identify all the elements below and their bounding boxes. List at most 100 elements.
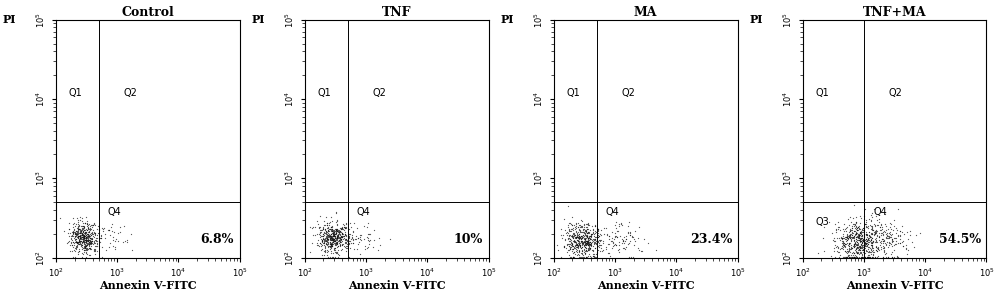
Point (65, 229, 81, 234)
Point (900, 237, 916, 242)
Point (325, 239, 341, 244)
Point (852, 236, 868, 241)
Point (868, 230, 884, 235)
Point (580, 236, 596, 240)
Point (834, 244, 850, 249)
Point (323, 242, 339, 247)
Point (892, 240, 908, 245)
Point (571, 239, 587, 244)
Point (859, 238, 875, 243)
Point (841, 253, 857, 257)
Point (338, 246, 354, 250)
Point (565, 234, 581, 238)
Point (587, 234, 603, 239)
Point (844, 255, 860, 259)
Point (71, 249, 87, 253)
Point (77, 244, 93, 249)
Point (580, 241, 596, 246)
Point (835, 231, 851, 236)
Point (580, 241, 596, 245)
Point (568, 242, 584, 247)
Point (607, 241, 623, 246)
Point (567, 233, 583, 237)
Point (318, 241, 334, 246)
Point (340, 234, 356, 239)
Point (568, 243, 584, 248)
Point (841, 255, 857, 259)
Point (334, 231, 350, 236)
Point (589, 227, 605, 231)
Point (894, 240, 910, 245)
Point (578, 238, 594, 243)
Point (871, 234, 887, 239)
Point (841, 242, 857, 247)
Point (580, 247, 596, 252)
Point (313, 236, 329, 241)
Point (87, 230, 103, 235)
Point (583, 234, 599, 239)
Point (626, 237, 642, 241)
Point (842, 236, 858, 241)
Point (87, 222, 103, 227)
Point (68, 239, 84, 244)
Point (850, 224, 866, 229)
Y-axis label: PI: PI (500, 14, 514, 25)
Point (881, 235, 897, 240)
Point (574, 233, 590, 238)
Point (79, 234, 95, 238)
Point (60, 230, 76, 235)
Point (577, 239, 593, 244)
Point (338, 221, 354, 225)
Point (345, 240, 361, 245)
Point (841, 255, 857, 259)
Point (79, 242, 95, 247)
Point (867, 255, 883, 259)
Point (345, 238, 361, 243)
Point (336, 224, 352, 229)
Point (561, 244, 577, 249)
Point (75, 234, 91, 239)
Point (881, 234, 897, 238)
Point (578, 245, 594, 250)
Point (580, 230, 596, 234)
Point (565, 247, 581, 252)
Point (575, 241, 591, 246)
Point (863, 243, 879, 247)
Point (616, 246, 632, 251)
Point (568, 239, 584, 244)
Point (79, 239, 95, 244)
Point (314, 228, 330, 233)
Point (571, 236, 587, 240)
Point (854, 234, 870, 239)
Point (880, 255, 896, 259)
Point (108, 237, 124, 241)
Point (859, 233, 875, 238)
Point (579, 226, 595, 231)
Point (319, 236, 335, 241)
Point (868, 245, 884, 249)
Point (78, 237, 94, 242)
Point (850, 245, 866, 249)
Point (564, 241, 580, 246)
Point (579, 239, 595, 244)
Point (841, 223, 857, 228)
Point (882, 231, 898, 236)
Point (343, 240, 359, 245)
Point (856, 243, 872, 247)
Point (62, 230, 78, 235)
Point (840, 253, 856, 258)
Point (864, 224, 880, 229)
Point (876, 239, 892, 244)
Point (82, 253, 98, 258)
Point (67, 224, 83, 229)
Point (327, 233, 343, 238)
Point (873, 228, 889, 233)
Point (331, 238, 347, 243)
Point (69, 232, 85, 236)
Point (853, 238, 869, 243)
Point (856, 255, 872, 259)
Point (875, 241, 891, 246)
Point (854, 236, 870, 240)
Point (855, 244, 871, 249)
Point (324, 235, 340, 240)
